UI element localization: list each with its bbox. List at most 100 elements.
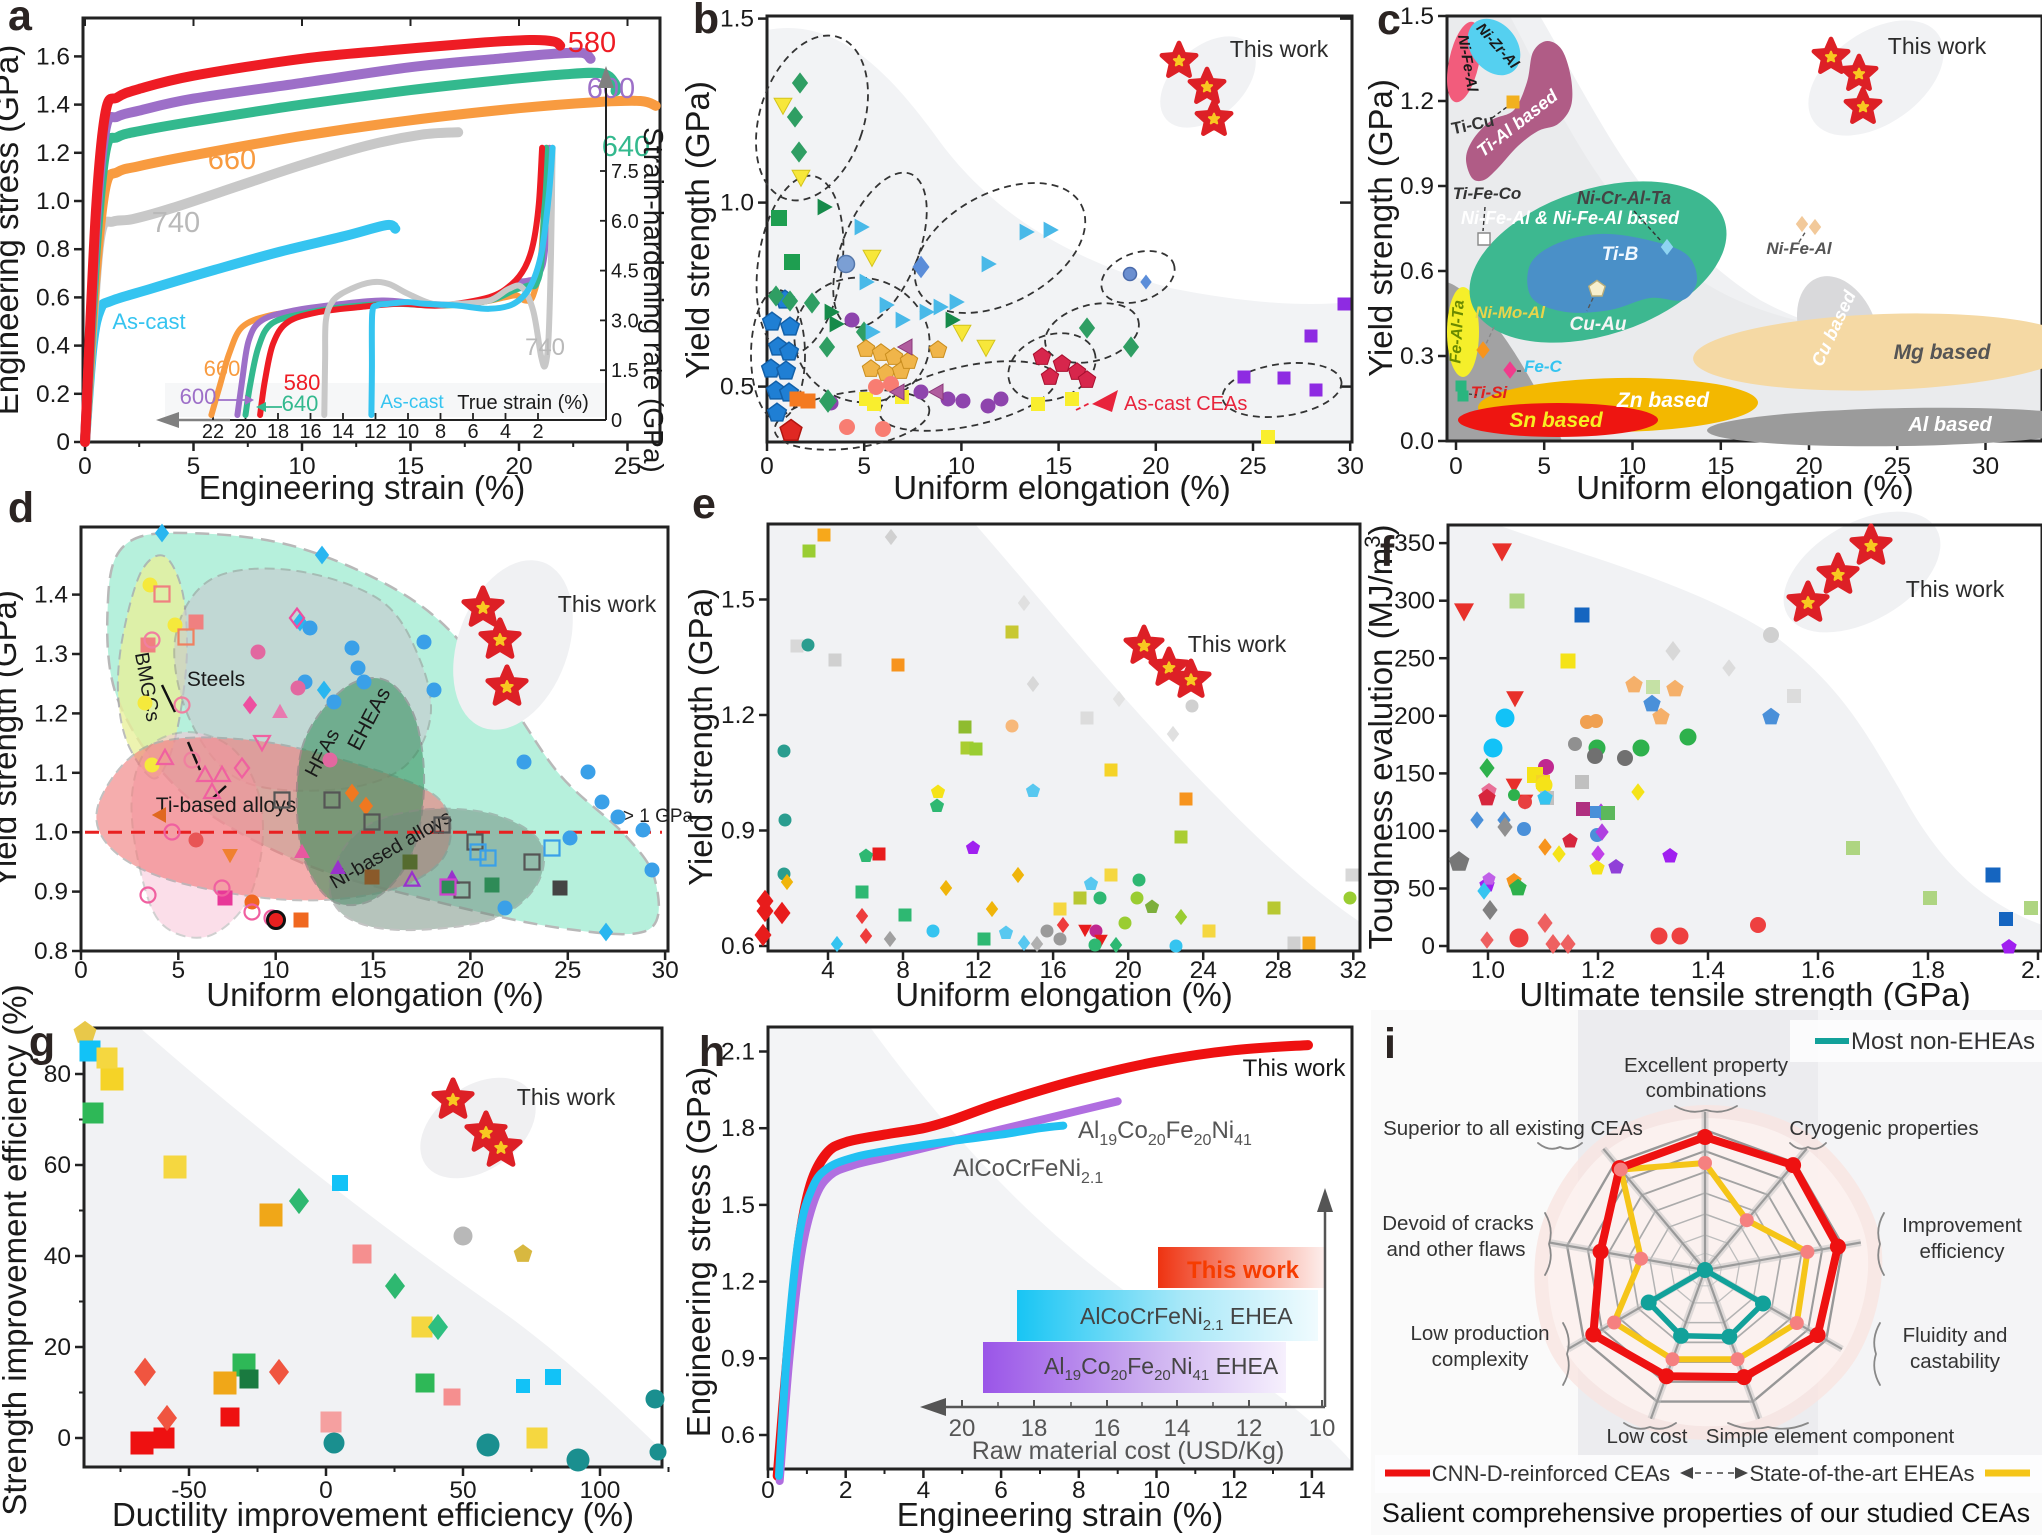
svg-text:12: 12: [364, 421, 386, 443]
svg-text:0: 0: [761, 1477, 775, 1504]
svg-text:2: 2: [532, 421, 543, 443]
svg-text:b: b: [693, 0, 719, 43]
svg-text:200: 200: [1394, 703, 1435, 730]
svg-text:18: 18: [1021, 1415, 1048, 1442]
svg-text:740: 740: [525, 334, 565, 361]
svg-text:Ni-Fe-Al & Ni-Fe-Al based: Ni-Fe-Al & Ni-Fe-Al based: [1461, 208, 1680, 228]
svg-text:1.8: 1.8: [1911, 957, 1945, 984]
svg-text:1.5: 1.5: [721, 1192, 755, 1219]
svg-text:Fe-Al-Ta: Fe-Al-Ta: [1447, 300, 1467, 364]
svg-text:1.1: 1.1: [34, 760, 68, 787]
svg-text:1.5: 1.5: [611, 360, 639, 382]
svg-text:Simple element component: Simple element component: [1706, 1425, 1955, 1448]
svg-text:12: 12: [1221, 1477, 1248, 1504]
svg-text:0.6: 0.6: [721, 1422, 755, 1449]
svg-text:0: 0: [319, 1477, 333, 1504]
svg-text:efficiency: efficiency: [1919, 1240, 2005, 1263]
svg-text:Engineering strain (%): Engineering strain (%): [199, 469, 526, 506]
svg-text:25: 25: [614, 453, 641, 480]
svg-text:0.9: 0.9: [1400, 173, 1434, 200]
svg-text:10: 10: [288, 453, 315, 480]
svg-text:300: 300: [1394, 588, 1435, 615]
svg-text:8: 8: [1072, 1477, 1086, 1504]
svg-text:14: 14: [1298, 1477, 1325, 1504]
svg-text:1.2: 1.2: [36, 140, 70, 167]
svg-text:and other flaws: and other flaws: [1386, 1238, 1525, 1261]
svg-text:12: 12: [1236, 1415, 1263, 1442]
svg-text:1.2: 1.2: [721, 1269, 755, 1296]
svg-text:d: d: [8, 484, 34, 532]
svg-text:100: 100: [1394, 818, 1435, 845]
svg-text:2: 2: [839, 1477, 853, 1504]
svg-text:1.4: 1.4: [36, 92, 70, 119]
svg-text:150: 150: [1394, 760, 1435, 787]
svg-text:This work: This work: [1243, 1055, 1347, 1082]
svg-text:Sn based: Sn based: [1509, 409, 1604, 432]
svg-text:Ti-B: Ti-B: [1602, 244, 1639, 265]
svg-text:5: 5: [1537, 453, 1551, 480]
svg-text:a: a: [8, 0, 33, 40]
svg-text:8: 8: [896, 957, 910, 984]
svg-text:15: 15: [397, 453, 424, 480]
svg-text:This work: This work: [558, 591, 657, 617]
svg-text:25: 25: [1239, 453, 1266, 480]
svg-text:As-cast: As-cast: [112, 309, 185, 334]
svg-text:4: 4: [500, 421, 511, 443]
svg-text:640: 640: [602, 131, 650, 163]
svg-text:Devoid of cracks: Devoid of cracks: [1382, 1212, 1534, 1235]
svg-text:This work: This work: [1230, 36, 1329, 62]
svg-text:Cryogenic properties: Cryogenic properties: [1789, 1117, 1978, 1140]
svg-text:10: 10: [397, 421, 419, 443]
svg-text:0.3: 0.3: [1400, 343, 1434, 370]
svg-text:This work: This work: [1888, 33, 1987, 59]
svg-text:30: 30: [1337, 453, 1364, 480]
svg-text:32: 32: [1340, 957, 1367, 984]
svg-text:10: 10: [1619, 453, 1646, 480]
svg-text:15: 15: [359, 957, 386, 984]
svg-text:0: 0: [760, 453, 774, 480]
svg-text:14: 14: [1164, 1415, 1191, 1442]
svg-text:As-cast: As-cast: [380, 392, 444, 413]
svg-text:e: e: [692, 480, 716, 528]
svg-text:Zn based: Zn based: [1616, 389, 1710, 412]
svg-text:6: 6: [467, 421, 478, 443]
svg-text:7.5: 7.5: [611, 161, 639, 183]
svg-text:14: 14: [332, 421, 354, 443]
svg-text:100: 100: [580, 1477, 621, 1504]
svg-text:250: 250: [1394, 645, 1435, 672]
svg-text:State-of-the-art EHEAs: State-of-the-art EHEAs: [1750, 1461, 1975, 1486]
svg-text:15: 15: [1045, 453, 1072, 480]
svg-text:Ductility improvement efficien: Ductility improvement efficiency (%): [112, 1496, 634, 1533]
svg-text:Cu-Au: Cu-Au: [1570, 314, 1627, 335]
svg-text:30: 30: [1972, 453, 1999, 480]
svg-text:Yield strength (GPa): Yield strength (GPa): [0, 590, 23, 888]
svg-text:Uniform elongation (%): Uniform elongation (%): [893, 469, 1230, 506]
svg-text:10: 10: [1143, 1477, 1170, 1504]
svg-text:Excellent property: Excellent property: [1624, 1054, 1789, 1077]
svg-text:Ti-Si: Ti-Si: [1471, 383, 1509, 402]
svg-text:Engineering stress (GPa): Engineering stress (GPa): [680, 1067, 717, 1438]
svg-text:600: 600: [180, 384, 217, 409]
svg-text:15: 15: [1707, 453, 1734, 480]
svg-text:20: 20: [1115, 957, 1142, 984]
svg-text:0.8: 0.8: [36, 236, 70, 263]
svg-text:Uniform elongation (%): Uniform elongation (%): [895, 976, 1232, 1013]
svg-text:2.0: 2.0: [2021, 957, 2042, 984]
svg-text:740: 740: [152, 207, 200, 239]
svg-text:1.6: 1.6: [1801, 957, 1835, 984]
svg-text:Mg based: Mg based: [1894, 341, 1992, 364]
svg-text:This work: This work: [1187, 1257, 1300, 1284]
svg-text:20: 20: [234, 421, 256, 443]
svg-text:Ti-Fe-Co: Ti-Fe-Co: [1453, 184, 1522, 203]
svg-text:25: 25: [554, 957, 581, 984]
svg-text:combinations: combinations: [1646, 1079, 1767, 1102]
svg-text:> 1 GPa: > 1 GPa: [623, 806, 694, 827]
svg-text:0.6: 0.6: [721, 933, 755, 960]
svg-text:10: 10: [948, 453, 975, 480]
svg-text:0.2: 0.2: [36, 381, 70, 408]
svg-text:Strength improvement efficienc: Strength improvement efficiency (%): [0, 984, 33, 1515]
svg-text:4: 4: [917, 1477, 931, 1504]
svg-text:20: 20: [1142, 453, 1169, 480]
svg-text:Strain-hardening rate (GPa): Strain-hardening rate (GPa): [638, 127, 669, 473]
svg-text:1.5: 1.5: [1400, 3, 1434, 30]
